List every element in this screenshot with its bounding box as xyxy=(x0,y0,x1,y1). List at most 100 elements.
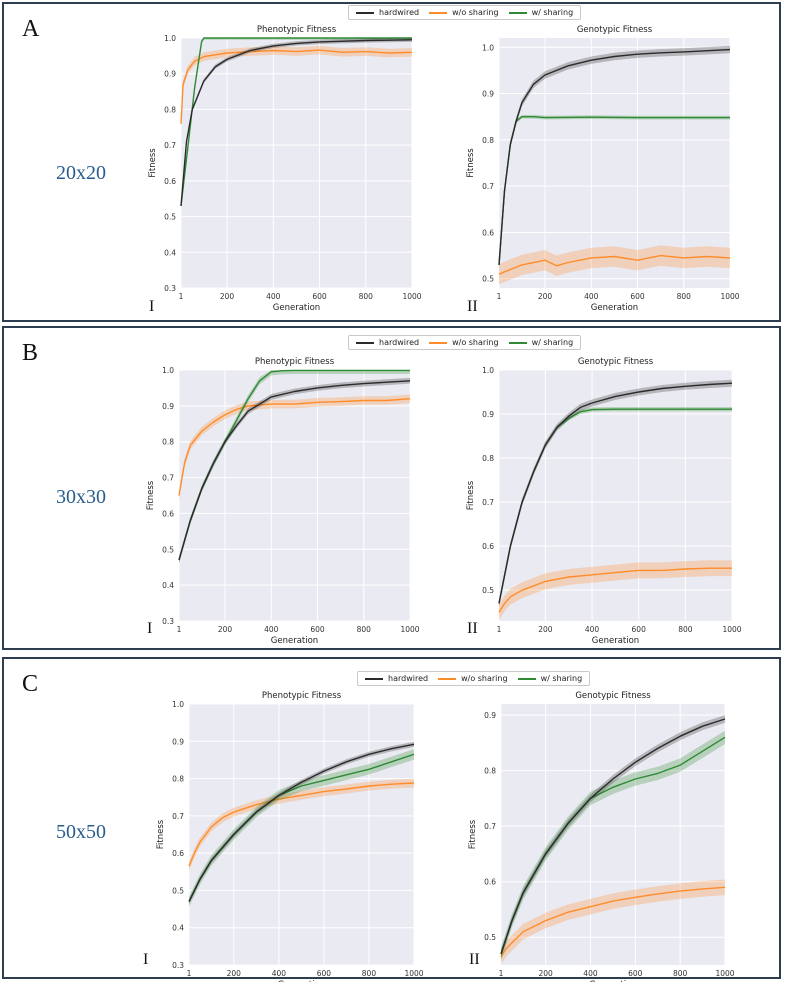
y-axis-label: Fitness xyxy=(156,819,166,849)
y-tick-label: 0.5 xyxy=(484,933,496,942)
y-tick-label: 0.5 xyxy=(172,886,184,895)
y-tick-label: 0.7 xyxy=(482,182,494,191)
legend-item-hardwired: hardwired xyxy=(356,338,419,347)
x-axis-label: Generation xyxy=(591,303,638,313)
x-tick-label: 200 xyxy=(220,292,235,301)
x-tick-label: 1 xyxy=(499,969,504,978)
legend-item-w-sharing: w/ sharing xyxy=(508,338,573,347)
legend: hardwired w/o sharing w/ sharing xyxy=(348,335,582,350)
legend: hardwired w/o sharing w/ sharing xyxy=(348,5,582,20)
y-axis-label: Fitness xyxy=(466,480,476,510)
x-tick-label: 800 xyxy=(673,969,688,978)
confidence-band-w-o-sharing xyxy=(189,778,414,871)
legend-swatch xyxy=(429,11,448,14)
x-tick-label: 400 xyxy=(266,292,281,301)
legend-swatch xyxy=(365,677,383,680)
series-line-w-o-sharing xyxy=(500,886,726,958)
y-tick-label: 0.8 xyxy=(484,767,496,776)
subplot-label-right: II xyxy=(467,620,478,637)
series-line-hardwired xyxy=(500,718,726,955)
series-line-w-o-sharing xyxy=(178,398,411,496)
legend-item-wo-sharing: w/o sharing xyxy=(429,338,499,347)
legend-label: w/ sharing xyxy=(540,674,583,683)
legend-item-w-sharing: w/ sharing xyxy=(508,8,574,17)
x-tick-label: 1 xyxy=(497,625,502,634)
panel-letter: B xyxy=(22,340,39,366)
y-axis-label: Fitness xyxy=(466,148,476,178)
subplot-label-right: II xyxy=(467,298,478,315)
legend-item-wo-sharing: w/o sharing xyxy=(429,8,499,17)
y-tick-label: 1.0 xyxy=(172,700,184,709)
series-line-hardwired xyxy=(498,48,731,265)
legend-label: hardwired xyxy=(379,8,420,17)
x-axis-label: Generation xyxy=(271,636,318,646)
x-tick-label: 400 xyxy=(272,969,287,978)
y-tick-label: 0.7 xyxy=(162,474,174,483)
legend-swatch xyxy=(508,11,527,14)
y-tick-label: 0.8 xyxy=(482,136,494,145)
series-line-w-o-sharing xyxy=(498,567,732,613)
chart-title: Phenotypic Fitness xyxy=(262,691,342,701)
y-axis-label: Fitness xyxy=(468,819,478,849)
y-tick-label: 0.9 xyxy=(484,711,496,720)
legend-swatch xyxy=(517,677,536,680)
x-tick-label: 800 xyxy=(678,625,693,634)
y-axis-label: Fitness xyxy=(146,480,156,510)
x-tick-label: 1 xyxy=(177,625,182,634)
x-tick-label: 400 xyxy=(584,292,599,301)
y-tick-label: 0.6 xyxy=(164,177,176,186)
x-tick-label: 1000 xyxy=(404,969,423,978)
y-tick-label: 0.9 xyxy=(164,70,176,79)
y-tick-label: 0.3 xyxy=(172,961,184,970)
legend-swatch xyxy=(429,341,448,344)
x-tick-label: 400 xyxy=(583,969,598,978)
x-axis-label: Generation xyxy=(589,980,636,982)
series-line-w-o-sharing xyxy=(498,254,731,275)
y-tick-label: 0.5 xyxy=(482,275,494,284)
y-tick-label: 0.7 xyxy=(164,141,176,150)
grid-size-label: 30x30 xyxy=(56,486,106,508)
legend-label: hardwired xyxy=(388,674,429,683)
x-tick-label: 200 xyxy=(538,625,553,634)
x-tick-label: 800 xyxy=(362,969,377,978)
confidence-band-w-sharing xyxy=(189,749,414,907)
confidence-band-hardwired xyxy=(179,377,410,563)
series-line-hardwired xyxy=(178,380,411,561)
y-tick-label: 0.6 xyxy=(482,228,494,237)
x-axis-label: Generation xyxy=(273,303,320,313)
legend: hardwired w/o sharing w/ sharing xyxy=(357,671,591,686)
series-line-hardwired xyxy=(188,743,415,902)
x-tick-label: 1000 xyxy=(402,292,421,301)
x-tick-label: 400 xyxy=(585,625,600,634)
legend-label: w/o sharing xyxy=(452,338,499,347)
x-tick-label: 800 xyxy=(677,292,692,301)
x-tick-label: 200 xyxy=(538,969,553,978)
y-tick-label: 1.0 xyxy=(482,43,494,52)
x-tick-label: 800 xyxy=(357,625,372,634)
chart-title: Genotypic Fitness xyxy=(578,357,654,367)
x-tick-label: 200 xyxy=(218,625,233,634)
series-line-hardwired xyxy=(180,39,413,206)
x-tick-label: 200 xyxy=(538,292,553,301)
y-tick-label: 0.6 xyxy=(162,509,174,518)
x-tick-label: 600 xyxy=(632,625,647,634)
plot-area xyxy=(189,704,414,965)
y-tick-label: 0.7 xyxy=(172,812,184,821)
x-tick-label: 1000 xyxy=(400,625,419,634)
y-tick-label: 0.9 xyxy=(482,90,494,99)
subplot-label-right: II xyxy=(469,951,480,968)
grid-size-label: 20x20 xyxy=(56,162,106,184)
legend-swatch xyxy=(356,11,374,14)
y-tick-label: 0.6 xyxy=(484,878,496,887)
legend-label: hardwired xyxy=(379,338,420,347)
legend-label: w/o sharing xyxy=(461,674,508,683)
y-tick-label: 1.0 xyxy=(164,34,176,43)
y-tick-label: 0.5 xyxy=(482,586,494,595)
legend-item-hardwired: hardwired xyxy=(356,8,419,17)
y-tick-label: 0.6 xyxy=(172,849,184,858)
legend-label: w/ sharing xyxy=(531,8,574,17)
legend-item-hardwired: hardwired xyxy=(365,674,428,683)
